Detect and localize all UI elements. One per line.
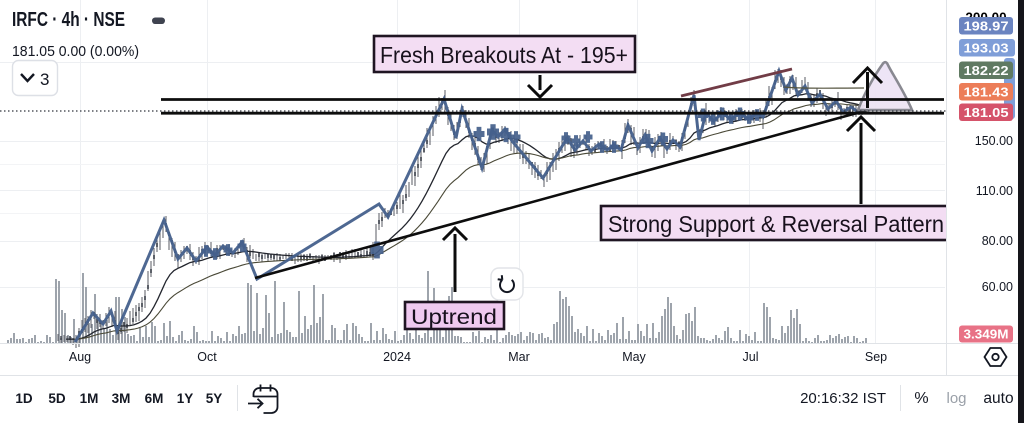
svg-text:80.00: 80.00 — [982, 234, 1013, 248]
svg-text:Jul: Jul — [743, 350, 759, 364]
svg-text:20:16:32 IST: 20:16:32 IST — [800, 390, 886, 407]
svg-text:auto: auto — [983, 390, 1013, 407]
svg-text:181.05: 181.05 — [964, 106, 1009, 120]
svg-text:181.43: 181.43 — [964, 86, 1009, 100]
svg-text:Oct: Oct — [197, 350, 217, 364]
svg-text:3.349M: 3.349M — [964, 328, 1009, 342]
svg-text:60.00: 60.00 — [982, 280, 1013, 294]
svg-text:IRFC · 4h · NSE: IRFC · 4h · NSE — [12, 9, 125, 31]
svg-text:198.97: 198.97 — [964, 20, 1009, 34]
svg-text:182.22: 182.22 — [964, 64, 1009, 78]
svg-text:1Y: 1Y — [177, 391, 194, 406]
svg-text:5D: 5D — [48, 391, 66, 406]
svg-text:1D: 1D — [15, 391, 33, 406]
svg-text:1M: 1M — [80, 391, 99, 406]
svg-text:Sep: Sep — [865, 350, 887, 364]
svg-text:3M: 3M — [112, 391, 131, 406]
svg-text:3: 3 — [40, 70, 49, 89]
svg-text:Fresh Breakouts At - 195+: Fresh Breakouts At - 195+ — [380, 42, 628, 68]
svg-text:2024: 2024 — [383, 350, 411, 364]
svg-text:6M: 6M — [145, 391, 164, 406]
svg-text:%: % — [914, 390, 928, 407]
svg-text:Strong Support & Reversal Patt: Strong Support & Reversal Pattern — [608, 211, 944, 237]
svg-text:150.00: 150.00 — [975, 134, 1013, 148]
svg-text:193.03: 193.03 — [964, 42, 1009, 56]
svg-text:110.00: 110.00 — [976, 184, 1013, 198]
svg-text:log: log — [946, 390, 966, 407]
svg-text:Aug: Aug — [69, 350, 91, 364]
svg-text:Mar: Mar — [508, 350, 530, 364]
svg-text:Uptrend: Uptrend — [411, 306, 497, 329]
svg-text:May: May — [622, 350, 646, 364]
svg-text:5Y: 5Y — [206, 391, 223, 406]
svg-text:181.05 0.00 (0.00%): 181.05 0.00 (0.00%) — [12, 43, 139, 60]
